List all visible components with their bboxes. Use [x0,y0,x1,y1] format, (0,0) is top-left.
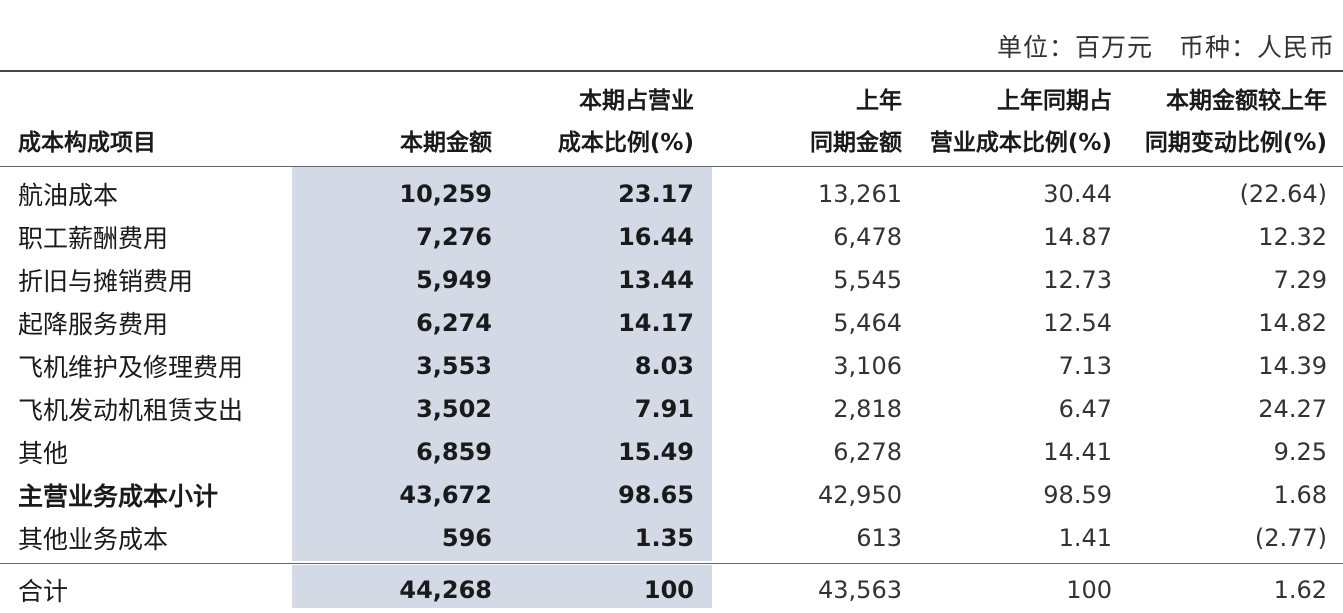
row-current-amount: 10,259 [399,179,492,208]
unit-label: 单位：百万元 [996,33,1153,62]
currency-label: 币种：人民币 [1178,33,1335,62]
header-current-amount: 本期金额 [400,130,492,156]
row-current-amount: 3,553 [416,351,492,380]
total-row: 合计 44,268 100 43,563 100 1.62 [0,559,1343,613]
row-prev-amount: 43,563 [818,576,902,604]
header-bottom-rule [0,166,1343,167]
row-prev-amount: 42,950 [818,480,902,509]
row-change-pct: 24.27 [1258,394,1327,423]
row-prev-amount: 6,478 [833,222,902,251]
row-prev-amount: 2,818 [833,394,902,423]
row-name: 折旧与摊销费用 [18,266,194,296]
row-current-amount: 43,672 [399,480,492,509]
row-name: 飞机维护及修理费用 [18,352,244,382]
total-separator-rule [0,563,1343,564]
row-current-pct: 100 [643,576,694,604]
row-current-amount: 6,274 [416,308,492,337]
row-prev-pct: 98.59 [1043,480,1112,509]
header-current-pct-line1: 本期占营业 [579,88,694,114]
row-name: 航油成本 [18,180,119,210]
row-current-amount: 3,502 [416,394,492,423]
row-prev-amount: 6,278 [833,437,902,466]
row-change-pct: 14.39 [1258,351,1327,380]
row-change-pct: 1.62 [1273,576,1327,604]
header-change-line2: 同期变动比例(%) [1144,130,1327,156]
row-current-pct: 8.03 [634,351,694,380]
table-row: 其他业务成本 596 1.35 613 1.41 (2.77) [0,516,1343,559]
table-row: 飞机发动机租赁支出 3,502 7.91 2,818 6.47 24.27 [0,387,1343,430]
row-prev-amount: 613 [856,523,902,552]
row-current-pct: 15.49 [618,437,694,466]
row-current-amount: 6,859 [416,437,492,466]
row-prev-pct: 14.41 [1043,437,1112,466]
subtotal-row: 主营业务成本小计 43,672 98.65 42,950 98.59 1.68 [0,473,1343,516]
row-change-pct: 1.68 [1273,480,1327,509]
row-name: 合计 [18,577,69,606]
row-name: 主营业务成本小计 [18,481,219,511]
row-name: 其他业务成本 [18,524,169,554]
row-prev-pct: 7.13 [1058,351,1112,380]
row-current-amount: 5,949 [416,265,492,294]
table-row: 起降服务费用 6,274 14.17 5,464 12.54 14.82 [0,301,1343,344]
row-current-pct: 98.65 [618,480,694,509]
row-name: 飞机发动机租赁支出 [18,395,244,425]
table-row: 其他 6,859 15.49 6,278 14.41 9.25 [0,430,1343,473]
row-change-pct: 7.29 [1273,265,1327,294]
table-row: 飞机维护及修理费用 3,553 8.03 3,106 7.13 14.39 [0,344,1343,387]
table-top-rule [0,70,1343,72]
header-prev-pct-line1: 上年同期占 [997,88,1112,114]
row-change-pct: 9.25 [1273,437,1327,466]
row-prev-amount: 3,106 [833,351,902,380]
row-current-amount: 596 [441,523,492,552]
row-name: 起降服务费用 [18,309,169,339]
row-prev-pct: 30.44 [1043,179,1112,208]
row-prev-pct: 100 [1066,576,1112,604]
header-item: 成本构成项目 [18,130,156,156]
header-prev-amount-line2: 同期金额 [810,130,902,156]
unit-currency-note: 单位：百万元 币种：人民币 [997,28,1335,64]
row-current-pct: 13.44 [618,265,694,294]
row-prev-pct: 12.54 [1043,308,1112,337]
row-prev-pct: 14.87 [1043,222,1112,251]
row-change-pct: 12.32 [1258,222,1327,251]
row-current-pct: 14.17 [618,308,694,337]
row-change-pct: (22.64) [1239,179,1327,208]
row-prev-pct: 1.41 [1058,523,1112,552]
row-prev-amount: 5,545 [833,265,902,294]
row-current-pct: 1.35 [634,523,694,552]
header-current-pct-line2: 成本比例(%) [557,130,694,156]
header-prev-amount-line1: 上年 [856,88,902,114]
header-change-line1: 本期金额较上年 [1166,88,1327,114]
row-prev-pct: 6.47 [1058,394,1112,423]
row-change-pct: 14.82 [1258,308,1327,337]
row-current-pct: 16.44 [618,222,694,251]
table-row: 折旧与摊销费用 5,949 13.44 5,545 12.73 7.29 [0,258,1343,301]
row-current-pct: 23.17 [618,179,694,208]
table-row: 航油成本 10,259 23.17 13,261 30.44 (22.64) [0,172,1343,215]
row-current-pct: 7.91 [634,394,694,423]
cost-composition-table: 航油成本 10,259 23.17 13,261 30.44 (22.64) 职… [0,172,1343,613]
row-prev-amount: 13,261 [818,179,902,208]
row-current-amount: 44,268 [399,576,492,604]
row-current-amount: 7,276 [416,222,492,251]
row-name: 职工薪酬费用 [18,223,169,253]
current-period-highlight [292,166,712,608]
row-prev-amount: 5,464 [833,308,902,337]
row-name: 其他 [18,438,69,468]
header-prev-pct-line2: 营业成本比例(%) [929,130,1112,156]
row-change-pct: (2.77) [1254,523,1327,552]
table-row: 职工薪酬费用 7,276 16.44 6,478 14.87 12.32 [0,215,1343,258]
row-prev-pct: 12.73 [1043,265,1112,294]
